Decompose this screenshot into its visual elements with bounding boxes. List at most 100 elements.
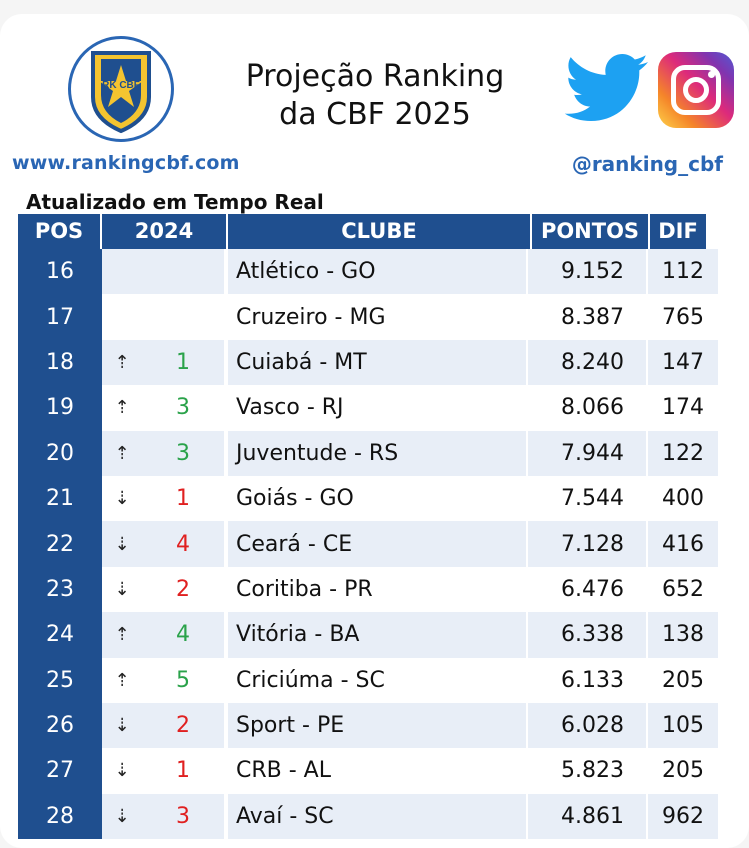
points-cell: 4.861 [528,793,648,840]
club-cell: Coritiba - PR [226,566,528,613]
change-value: 3 [176,803,190,829]
table-row: 26 ⇣ 2 Sport - PE 6.028 105 [18,702,718,749]
points-cell: 7.128 [528,521,648,567]
table-row: 20 ⇡ 3 Juventude - RS 7.944 122 [18,430,718,476]
up-arrow-icon: ⇡ [114,397,130,419]
table-row: 17 Cruzeiro - MG 8.387 765 [18,294,718,340]
pos-cell: 26 [18,702,102,749]
year-change-cell: ⇡ 3 [102,430,226,476]
year-change-cell [102,294,226,340]
twitter-bird-icon[interactable] [562,54,650,126]
pos-cell: 22 [18,521,102,567]
table-row: 25 ⇡ 5 Criciúma - SC 6.133 205 [18,657,718,703]
header-pos: POS [18,214,102,249]
header-year: 2024 [102,214,228,249]
cbf-shield-icon: RK CBF [91,51,151,134]
points-cell: 7.544 [528,475,648,522]
title-line-1: Projeção Ranking [245,59,505,94]
dif-cell: 400 [662,486,704,512]
down-arrow-icon: ⇣ [114,578,130,600]
year-change-cell: ⇡ 5 [102,657,226,703]
site-url[interactable]: www.rankingcbf.com [12,152,240,174]
pos-cell: 23 [18,566,102,613]
table-header: POS 2024 CLUBE PONTOS DIF [18,214,706,249]
table-row: 24 ⇡ 4 Vitória - BA 6.338 138 [18,612,718,658]
change-value: 3 [176,395,190,421]
pos-cell: 25 [18,657,102,703]
year-change-cell: ⇣ 4 [102,521,226,567]
dif-cell: 205 [662,667,704,693]
table-row: 21 ⇣ 1 Goiás - GO 7.544 400 [18,475,718,522]
change-value: 3 [176,440,190,466]
points-cell: 6.028 [528,702,648,749]
pos-cell: 24 [18,612,102,658]
change-value: 5 [176,667,190,693]
points-cell: 6.338 [528,612,648,658]
club-cell: Ceará - CE [226,521,528,567]
change-value: 4 [176,531,190,557]
dif-cell: 765 [662,304,704,330]
dif-cell: 652 [662,576,704,602]
change-value: 1 [176,758,190,784]
up-arrow-icon: ⇡ [114,624,130,646]
dif-cell: 147 [648,339,718,386]
dif-cell: 174 [662,395,704,421]
change-value: 2 [176,576,190,602]
change-value: 1 [176,349,190,375]
table-row: 27 ⇣ 1 CRB - AL 5.823 205 [18,748,718,794]
pos-cell: 16 [18,249,102,295]
header-club: CLUBE [228,214,532,249]
club-cell: Vasco - RJ [226,385,528,431]
title-line-2: da CBF 2025 [279,97,471,132]
points-cell: 8.387 [528,294,648,340]
table-row: 19 ⇡ 3 Vasco - RJ 8.066 174 [18,385,718,431]
table-row: 16 Atlético - GO 9.152 112 [18,249,718,295]
points-cell: 9.152 [528,249,648,295]
pos-cell: 20 [18,430,102,476]
points-cell: 6.476 [528,566,648,613]
down-arrow-icon: ⇣ [114,805,130,827]
change-value: 4 [176,622,190,648]
year-change-cell: ⇣ 3 [102,793,226,840]
change-value: 1 [176,486,190,512]
instagram-icon[interactable] [658,52,734,128]
subtitle: Atualizado em Tempo Real [26,190,324,214]
club-cell: Goiás - GO [226,475,528,522]
table-row: 18 ⇡ 1 Cuiabá - MT 8.240 147 [18,339,718,386]
header-points: PONTOS [532,214,650,249]
club-cell: Juventude - RS [226,430,528,476]
points-cell: 5.823 [528,748,648,794]
pos-cell: 28 [18,793,102,840]
dif-cell: 962 [648,793,718,840]
points-cell: 7.944 [528,430,648,476]
pos-cell: 27 [18,748,102,794]
pos-cell: 17 [18,294,102,340]
logo-text: RK CBF [102,80,140,91]
header-dif: DIF [658,219,698,243]
year-change-cell: ⇣ 2 [102,702,226,749]
dif-cell: 416 [648,521,718,567]
club-cell: Sport - PE [226,702,528,749]
year-change-cell: ⇣ 1 [102,748,226,794]
table-row: 23 ⇣ 2 Coritiba - PR 6.476 652 [18,566,718,613]
down-arrow-icon: ⇣ [114,715,130,737]
pos-cell: 18 [18,339,102,386]
down-arrow-icon: ⇣ [114,760,130,782]
club-cell: CRB - AL [226,748,528,794]
up-arrow-icon: ⇡ [114,351,130,373]
year-change-cell [102,249,226,295]
dif-cell: 112 [648,249,718,295]
pos-cell: 21 [18,475,102,522]
dif-cell: 138 [648,612,718,658]
down-arrow-icon: ⇣ [114,533,130,555]
points-cell: 6.133 [528,657,648,703]
page-title: Projeção Ranking da CBF 2025 [210,58,540,134]
social-handle[interactable]: @ranking_cbf [571,152,723,176]
year-change-cell: ⇣ 1 [102,475,226,522]
year-change-cell: ⇣ 2 [102,566,226,613]
change-value: 2 [176,713,190,739]
year-change-cell: ⇡ 3 [102,385,226,431]
table-row: 22 ⇣ 4 Ceará - CE 7.128 416 [18,521,718,567]
club-cell: Cruzeiro - MG [226,294,528,340]
ranking-table-body: 16 Atlético - GO 9.152 112 17 Cruzeiro -… [18,249,718,840]
